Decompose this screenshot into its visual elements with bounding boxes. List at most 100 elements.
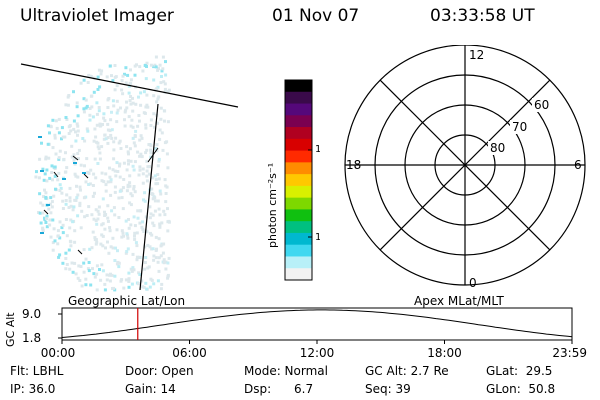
emission-pixel xyxy=(136,209,140,213)
emission-pixel xyxy=(121,207,125,211)
emission-pixel xyxy=(146,266,150,270)
emission-pixel xyxy=(71,220,75,224)
emission-pixel xyxy=(119,106,122,110)
emission-pixel-bright xyxy=(62,178,66,180)
emission-pixel xyxy=(64,170,68,174)
emission-pixel xyxy=(113,185,117,189)
emission-pixel xyxy=(75,105,79,109)
grid-segment xyxy=(72,155,79,161)
emission-pixel xyxy=(119,279,123,283)
emission-pixel xyxy=(95,240,99,244)
emission-pixel xyxy=(126,247,130,251)
emission-pixel xyxy=(72,119,76,123)
emission-pixel xyxy=(141,285,145,289)
emission-pixel xyxy=(131,96,134,100)
emission-pixel xyxy=(51,241,55,245)
emission-pixel xyxy=(163,82,167,86)
emission-pixel xyxy=(46,142,50,146)
emission-pixel xyxy=(125,189,129,193)
emission-pixel xyxy=(58,220,62,224)
emission-pixel xyxy=(97,106,101,109)
emission-pixel xyxy=(76,276,80,280)
emission-pixel-bright xyxy=(73,162,77,164)
emission-pixel xyxy=(96,209,100,213)
emission-pixel xyxy=(100,171,104,175)
colorbar-segment xyxy=(285,162,312,175)
emission-pixel xyxy=(61,199,65,203)
emission-pixel xyxy=(93,275,97,279)
emission-pixel xyxy=(106,216,110,220)
emission-pixel xyxy=(69,129,73,133)
emission-pixel xyxy=(103,214,107,217)
emission-pixel xyxy=(130,269,134,273)
emission-pixel xyxy=(133,144,137,148)
emission-pixel xyxy=(112,286,116,290)
emission-pixel xyxy=(104,189,108,193)
emission-pixel xyxy=(145,174,149,178)
emission-pixel xyxy=(159,254,163,258)
emission-pixel xyxy=(49,125,53,129)
emission-pixel xyxy=(128,174,132,178)
emission-pixel xyxy=(121,92,125,96)
emission-pixel xyxy=(92,139,96,143)
emission-pixel xyxy=(140,136,144,140)
emission-pixel xyxy=(112,206,116,210)
emission-pixel xyxy=(144,105,148,109)
emission-pixel xyxy=(96,162,100,165)
emission-pixel xyxy=(156,164,160,168)
emission-pixel xyxy=(157,177,161,181)
emission-pixel xyxy=(95,264,99,268)
emission-pixel xyxy=(82,248,86,252)
emission-pixel xyxy=(52,227,56,231)
emission-pixel xyxy=(146,105,150,109)
emission-pixel xyxy=(88,247,92,251)
emission-pixel xyxy=(89,168,93,172)
colorbar-segment xyxy=(285,150,312,163)
emission-pixel xyxy=(141,69,145,73)
emission-pixel xyxy=(140,225,144,229)
emission-pixel xyxy=(57,117,61,121)
emission-pixel xyxy=(68,239,72,243)
emission-pixel xyxy=(88,182,92,186)
emission-pixel xyxy=(156,199,160,203)
emission-pixel xyxy=(94,219,98,223)
emission-pixel xyxy=(166,120,170,124)
emission-pixel xyxy=(115,99,119,103)
emission-pixel xyxy=(90,213,94,217)
emission-pixel xyxy=(149,231,152,235)
emission-pixel xyxy=(162,258,166,262)
emission-pixel xyxy=(135,258,139,262)
emission-pixel xyxy=(85,214,89,217)
emission-pixel xyxy=(160,243,164,247)
emission-pixel xyxy=(41,203,45,207)
emission-pixel xyxy=(90,105,94,109)
emission-pixel xyxy=(118,164,121,168)
emission-pixel xyxy=(104,246,107,250)
info-door: Door: Open xyxy=(125,364,194,378)
x-tick-label: 23:59 xyxy=(552,346,587,360)
emission-pixel xyxy=(128,147,132,151)
colorbar-segment xyxy=(285,115,312,128)
emission-pixel xyxy=(110,136,114,140)
colorbar-segment xyxy=(285,174,312,187)
emission-pixel xyxy=(127,162,130,166)
emission-pixel xyxy=(147,172,151,176)
emission-pixel xyxy=(165,185,169,189)
emission-pixel xyxy=(69,218,73,222)
instrument-title: Ultraviolet Imager xyxy=(20,6,174,26)
emission-pixel xyxy=(73,240,77,244)
emission-pixel xyxy=(85,157,89,161)
emission-pixel xyxy=(82,270,86,274)
emission-pixel xyxy=(76,193,80,197)
emission-pixel xyxy=(94,242,98,246)
emission-pixel xyxy=(98,85,102,89)
emission-pixel-bright xyxy=(38,136,42,138)
emission-pixel xyxy=(46,124,50,128)
emission-pixel xyxy=(103,119,107,123)
grid-tick xyxy=(147,147,159,163)
emission-pixel xyxy=(35,170,38,174)
emission-pixel xyxy=(141,167,145,171)
emission-pixel xyxy=(106,240,109,244)
emission-pixel xyxy=(42,178,46,182)
emission-pixel xyxy=(167,256,171,260)
